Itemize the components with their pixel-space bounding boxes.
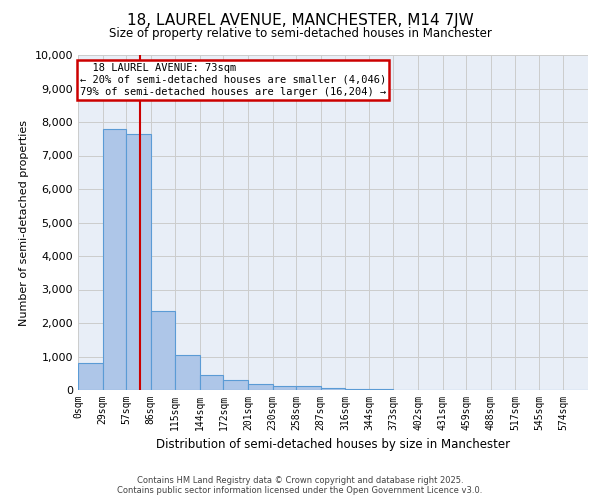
Bar [175,355,200,390]
Bar [200,375,223,390]
Bar [321,388,345,390]
Bar [151,312,175,390]
Bar [126,134,151,390]
Text: Size of property relative to semi-detached houses in Manchester: Size of property relative to semi-detach… [109,28,491,40]
Bar [78,363,103,390]
Bar [248,384,272,390]
Bar [103,128,126,390]
Bar [272,386,296,390]
Bar [345,389,369,390]
Text: 18 LAUREL AVENUE: 73sqm
← 20% of semi-detached houses are smaller (4,046)
79% of: 18 LAUREL AVENUE: 73sqm ← 20% of semi-de… [80,64,386,96]
Bar [223,380,248,390]
Text: 18, LAUREL AVENUE, MANCHESTER, M14 7JW: 18, LAUREL AVENUE, MANCHESTER, M14 7JW [127,12,473,28]
Text: Contains HM Land Registry data © Crown copyright and database right 2025.
Contai: Contains HM Land Registry data © Crown c… [118,476,482,495]
X-axis label: Distribution of semi-detached houses by size in Manchester: Distribution of semi-detached houses by … [156,438,510,452]
Bar [296,386,321,390]
Y-axis label: Number of semi-detached properties: Number of semi-detached properties [19,120,29,326]
